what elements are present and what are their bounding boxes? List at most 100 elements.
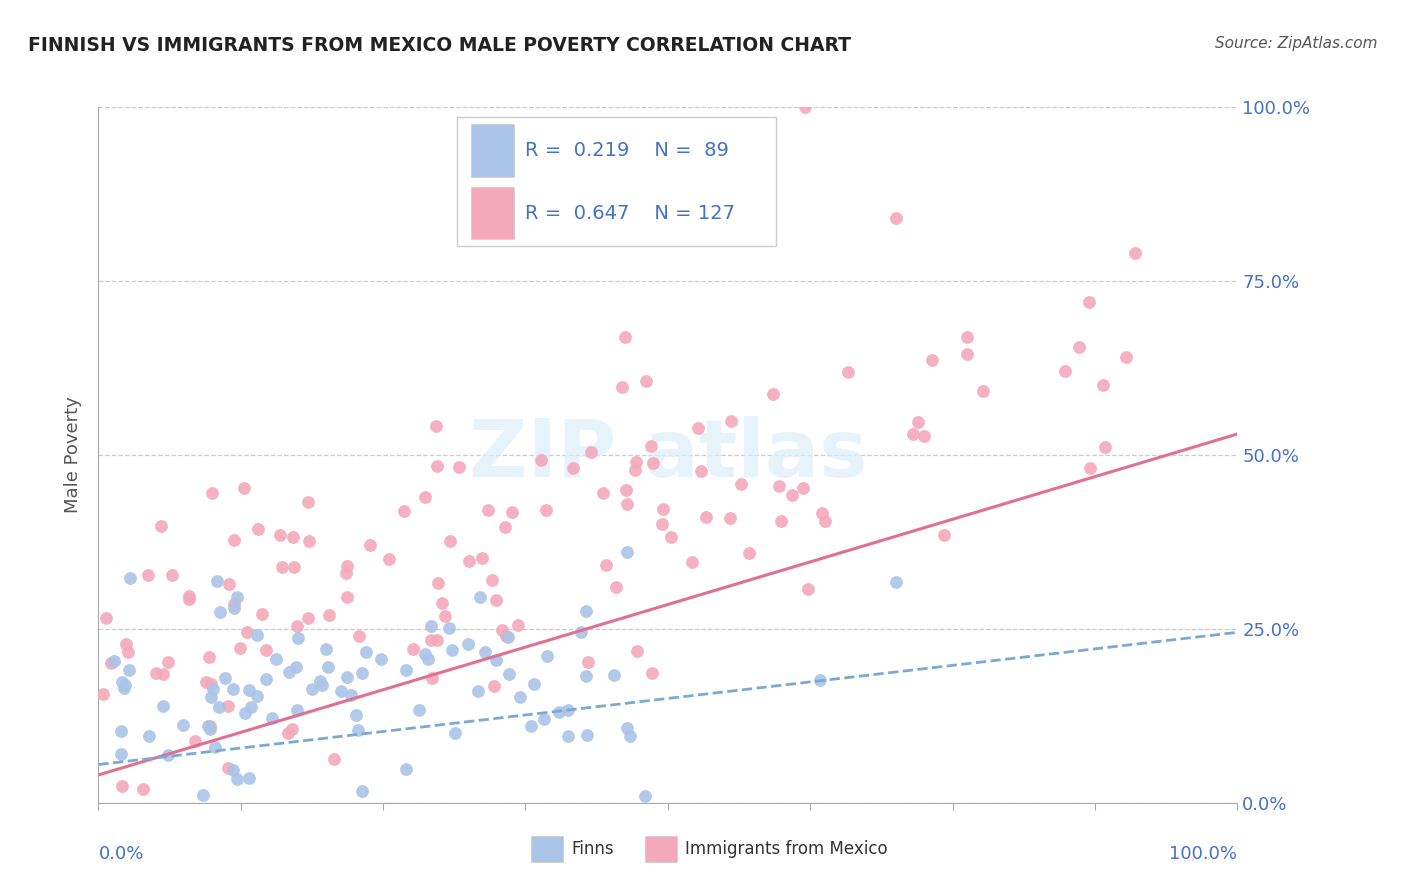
Point <box>610 380 633 394</box>
Point <box>204 740 226 755</box>
Point <box>138 729 160 743</box>
Point <box>195 674 218 689</box>
Point <box>688 420 710 434</box>
Point <box>1067 340 1090 354</box>
Point <box>198 722 221 736</box>
Point <box>509 690 531 704</box>
Point <box>427 576 450 591</box>
Point <box>837 365 859 379</box>
Point <box>340 689 363 703</box>
Point <box>468 590 491 604</box>
Point <box>533 712 555 726</box>
Point <box>354 645 377 659</box>
Point <box>160 568 183 582</box>
Point <box>402 642 425 657</box>
Point <box>814 515 837 529</box>
Point <box>117 645 139 659</box>
Point <box>634 789 657 803</box>
Point <box>201 681 224 696</box>
Point <box>246 628 269 642</box>
Point <box>420 618 443 632</box>
Point <box>477 503 499 517</box>
Point <box>793 100 815 114</box>
Point <box>557 703 579 717</box>
Point <box>408 703 430 717</box>
Point <box>177 592 200 607</box>
Point <box>184 734 207 748</box>
Point <box>485 653 508 667</box>
Point <box>439 533 461 548</box>
Point <box>344 708 367 723</box>
Point <box>370 652 392 666</box>
Point <box>501 505 523 519</box>
Point <box>569 625 592 640</box>
Point <box>240 700 263 714</box>
Point <box>1094 440 1116 454</box>
Text: R =  0.219    N =  89: R = 0.219 N = 89 <box>526 141 730 160</box>
Point <box>579 445 602 459</box>
Text: Finns: Finns <box>571 839 613 858</box>
Point <box>225 772 247 787</box>
Point <box>352 784 374 798</box>
FancyBboxPatch shape <box>645 836 676 862</box>
Point <box>112 681 135 696</box>
Point <box>318 608 340 623</box>
Point <box>718 511 741 525</box>
Point <box>217 698 239 713</box>
Point <box>222 763 245 777</box>
Point <box>270 560 292 574</box>
Point <box>118 571 141 585</box>
Point <box>616 497 638 511</box>
Point <box>557 729 579 743</box>
Point <box>956 329 979 343</box>
Point <box>440 643 463 657</box>
Point <box>222 601 245 615</box>
Point <box>233 481 256 495</box>
Point <box>495 630 517 644</box>
Point <box>323 752 346 766</box>
Point <box>238 772 260 786</box>
Point <box>281 723 304 737</box>
Point <box>695 509 717 524</box>
Point <box>1054 363 1077 377</box>
FancyBboxPatch shape <box>471 124 515 177</box>
Point <box>426 458 449 473</box>
Point <box>177 589 200 603</box>
Point <box>520 719 543 733</box>
Point <box>152 666 174 681</box>
Point <box>110 724 132 739</box>
Point <box>152 698 174 713</box>
Point <box>200 718 222 732</box>
Point <box>217 761 239 775</box>
Point <box>770 514 793 528</box>
Point <box>250 607 273 622</box>
Point <box>605 580 627 594</box>
Point <box>205 574 228 589</box>
Point <box>457 637 479 651</box>
Point <box>530 453 553 467</box>
Point <box>378 552 401 566</box>
Point <box>681 555 703 569</box>
Point <box>156 747 179 762</box>
Point <box>200 690 222 704</box>
Text: ZIP atlas: ZIP atlas <box>468 416 868 494</box>
Point <box>335 566 357 580</box>
Point <box>972 384 994 398</box>
Point <box>810 673 832 687</box>
Point <box>614 330 637 344</box>
Point <box>616 545 638 559</box>
Text: R =  0.647    N = 127: R = 0.647 N = 127 <box>526 203 735 223</box>
Point <box>222 681 245 696</box>
Point <box>796 582 818 596</box>
Point <box>768 479 790 493</box>
Text: 0.0%: 0.0% <box>98 845 143 863</box>
Point <box>285 660 308 674</box>
Point <box>336 559 359 574</box>
Point <box>619 729 641 743</box>
Point <box>495 520 517 534</box>
Point <box>209 605 232 619</box>
Point <box>491 623 513 637</box>
Point <box>238 683 260 698</box>
Point <box>197 719 219 733</box>
Point <box>425 419 447 434</box>
